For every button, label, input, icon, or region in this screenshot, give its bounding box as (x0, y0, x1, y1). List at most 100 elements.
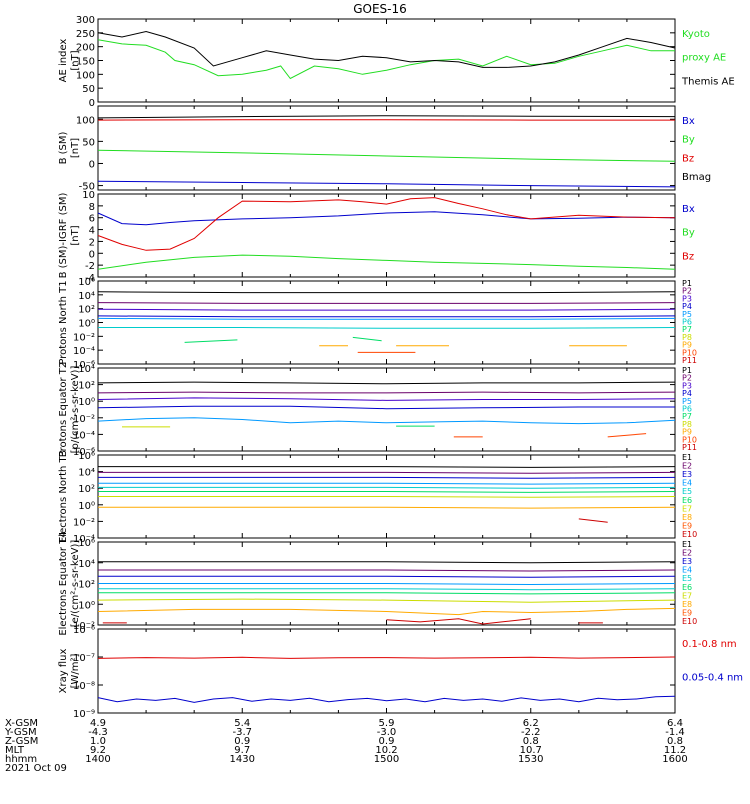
panel-frame (98, 194, 675, 277)
series-line (98, 406, 675, 409)
panel-frame (98, 19, 675, 102)
legend-entry: Themis AE (681, 76, 735, 87)
y-tick-label: 8 (89, 202, 95, 213)
legend-entry: E10 (682, 617, 697, 626)
series-line (98, 483, 675, 484)
legend-entry: Bx (682, 204, 695, 215)
panel-frame (98, 106, 675, 190)
y-axis-unit: [nT] (70, 138, 81, 158)
y-tick-label: 10⁻⁶ (73, 625, 95, 636)
series-line (98, 292, 675, 293)
y-tick-label: 0 (89, 249, 95, 260)
y-tick-label: 10² (78, 305, 95, 316)
y-axis-label: B (SM)-IGRF (SM) (58, 193, 69, 279)
legend-entry: P11 (682, 443, 697, 452)
series-line (98, 487, 675, 488)
y-axis-unit: [nT] (70, 225, 81, 245)
legend-entry: P11 (682, 356, 697, 365)
legend-entry: Kyoto (682, 29, 710, 40)
y-tick-label: 10⁰ (78, 501, 95, 512)
y-tick-label: 0 (89, 159, 95, 170)
series-line (98, 608, 675, 614)
y-axis-unit: [e/(cm²-s-sr-keV)] (70, 540, 81, 628)
ephemeris-value: 1530 (518, 754, 543, 765)
y-tick-label: 0 (89, 98, 95, 109)
y-tick-label: 10⁰ (78, 319, 95, 330)
series-line (98, 584, 675, 585)
y-tick-label: 4 (89, 226, 95, 237)
panel-frame (98, 281, 675, 364)
series-line (98, 255, 675, 269)
y-tick-label: 10⁻⁴ (73, 346, 95, 357)
y-axis-label: Xray flux (58, 649, 69, 694)
series-line (98, 593, 675, 594)
series-line (98, 392, 675, 393)
plot-title: GOES-16 (353, 2, 407, 16)
legend-entry: Bx (682, 116, 695, 127)
series-line (98, 40, 675, 79)
series-line (98, 198, 675, 251)
series-line (98, 497, 675, 498)
y-axis-label: Protons Equator T2 (58, 362, 69, 458)
legend-entry: Bz (682, 251, 694, 262)
series-line (98, 696, 675, 702)
series-line (98, 472, 675, 473)
y-tick-label: 250 (76, 29, 95, 40)
legend-entry: Bz (682, 153, 694, 164)
series-line (98, 599, 675, 602)
y-axis-label: Electrons Equator T4 (58, 531, 69, 635)
series-line (98, 32, 675, 68)
y-axis-unit: [W/m²] (70, 653, 81, 688)
legend-entry: 0.05-0.4 nm (682, 673, 743, 684)
series-line (185, 340, 238, 343)
y-tick-label: 6 (89, 214, 95, 225)
legend-entry: 0.1-0.8 nm (682, 639, 737, 650)
legend-entry: E10 (682, 530, 697, 539)
y-tick-label: -2 (85, 261, 95, 272)
series-line (98, 116, 675, 118)
legend-entry: By (682, 228, 695, 239)
y-axis-unit: [p/(cm²-s-sr-keV)] (70, 366, 81, 454)
series-line (98, 328, 675, 329)
y-tick-label: 50 (82, 84, 95, 95)
series-line (98, 418, 675, 424)
series-line (98, 316, 675, 317)
series-line (98, 589, 675, 590)
y-tick-label: 10⁴ (78, 468, 95, 479)
panel-frame (98, 368, 675, 451)
series-line (98, 382, 675, 384)
legend-entry: proxy AE (682, 53, 726, 64)
series-line (98, 576, 675, 577)
series-line (579, 519, 608, 522)
series-line (98, 507, 675, 508)
y-axis-label: Electrons North T3 (58, 450, 69, 543)
y-tick-label: 10² (78, 484, 95, 495)
ephemeris-value: 1400 (85, 754, 110, 765)
ephemeris-value: 1430 (230, 754, 255, 765)
series-line (98, 467, 675, 468)
y-tick-label: 2 (89, 237, 95, 248)
series-line (353, 337, 382, 340)
series-line (98, 657, 675, 658)
series-line (98, 150, 675, 161)
series-line (387, 619, 531, 624)
series-line (98, 398, 675, 401)
y-axis-label: AE index (58, 39, 69, 83)
y-tick-label: 50 (82, 137, 95, 148)
series-line (98, 492, 675, 493)
y-tick-label: 10⁴ (78, 291, 95, 302)
y-tick-label: 100 (76, 115, 95, 126)
series-line (98, 212, 675, 225)
series-line (608, 434, 646, 437)
y-tick-label: 10⁶ (78, 451, 95, 462)
date-label: 2021 Oct 09 (5, 763, 67, 774)
y-tick-label: 300 (76, 15, 95, 26)
series-line (98, 570, 675, 571)
legend-entry: By (682, 135, 695, 146)
y-tick-label: 10 (82, 190, 95, 201)
series-line (98, 318, 675, 319)
y-tick-label: 10⁻² (73, 332, 95, 343)
ephemeris-value: 1500 (374, 754, 399, 765)
